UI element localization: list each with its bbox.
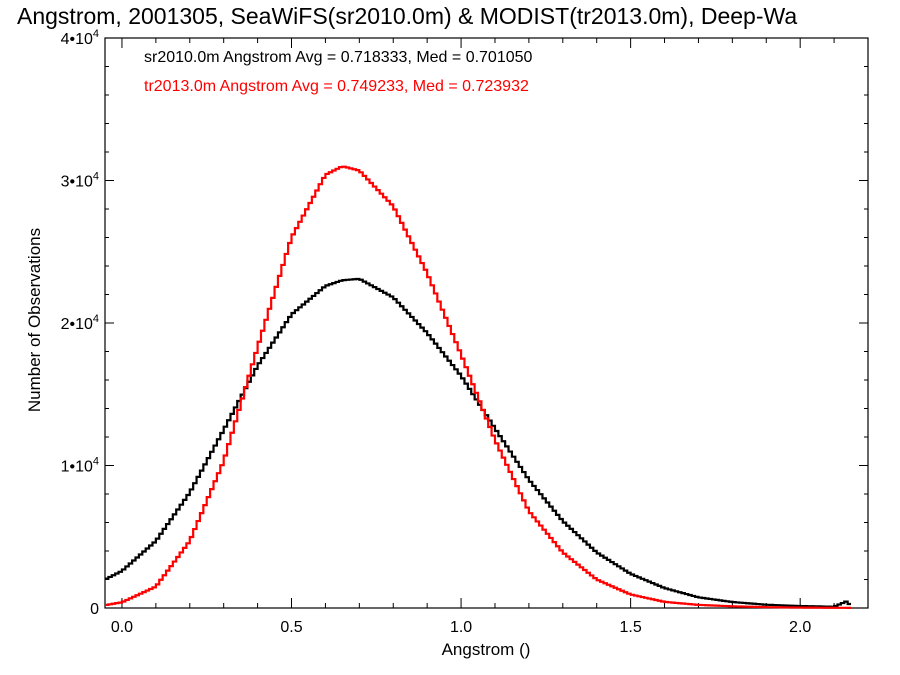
series-line-0 <box>105 277 852 608</box>
legend-entry-tr2013: tr2013.0m Angstrom Avg = 0.749233, Med =… <box>144 78 529 95</box>
plot-frame <box>104 37 869 609</box>
x-axis-label: Angstrom () <box>442 640 531 659</box>
x-tick-label: 1.5 <box>619 619 641 636</box>
x-tick-label: 0.5 <box>280 619 302 636</box>
y-tick-label: 2•104 <box>61 313 99 333</box>
x-axis-ticks: 0.0 0.5 1.0 1.5 2.0 <box>111 38 835 636</box>
x-tick-label: 1.0 <box>450 619 472 636</box>
legend-entry-sr2010: sr2010.0m Angstrom Avg = 0.718333, Med =… <box>144 49 533 66</box>
x-tick-label: 2.0 <box>789 619 811 636</box>
y-tick-label: 1•104 <box>61 456 99 476</box>
y-tick-label: 0 <box>90 601 99 618</box>
y-tick-label: 3•104 <box>61 171 99 191</box>
y-axis-label: Number of Observations <box>25 228 44 412</box>
y-tick-label: 4•104 <box>61 28 99 48</box>
series-layer <box>105 165 852 609</box>
chart-title: Angstrom, 2001305, SeaWiFS(sr2010.0m) & … <box>17 3 797 29</box>
series-line-1 <box>105 165 852 609</box>
y-axis-ticks: 0 1•104 2•104 3•104 4•104 <box>61 28 868 618</box>
x-tick-label: 0.0 <box>111 619 133 636</box>
